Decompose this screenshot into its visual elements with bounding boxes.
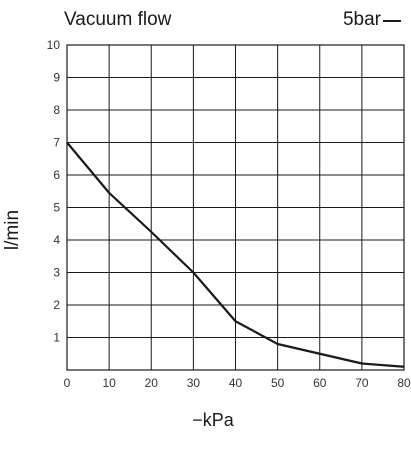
x-tick-label: 20 <box>145 376 159 390</box>
legend-entry-label: 5bar <box>342 9 381 30</box>
legend-line-swatch <box>383 19 401 22</box>
x-tick-label: 40 <box>229 376 243 390</box>
y-tick-label: 5 <box>53 201 60 215</box>
x-tick-label: 10 <box>102 376 116 390</box>
y-tick-label: 9 <box>53 71 60 85</box>
y-tick-label: 6 <box>53 168 60 182</box>
y-tick-label: 7 <box>53 136 60 150</box>
x-tick-label: 30 <box>187 376 201 390</box>
y-tick-label: 3 <box>53 266 60 280</box>
x-tick-label: 0 <box>64 376 71 390</box>
y-tick-label: 8 <box>53 103 60 117</box>
x-tick-label: 70 <box>355 376 369 390</box>
y-tick-label: 2 <box>53 298 60 312</box>
y-tick-label: 10 <box>47 38 61 52</box>
x-tick-label: 60 <box>313 376 327 390</box>
chart-grid <box>66 44 405 371</box>
y-tick-label: 1 <box>53 331 60 345</box>
chart-title: Vacuum flow <box>64 9 172 30</box>
chart-series <box>66 141 405 368</box>
x-tick-label: 80 <box>397 376 411 390</box>
chart-legend: 5bar <box>343 9 401 31</box>
x-axis-label: −kPa <box>192 410 234 430</box>
y-tick-label: 4 <box>53 233 60 247</box>
x-tick-label: 50 <box>271 376 285 390</box>
series-line-5bar <box>66 141 405 368</box>
axis-ticks: 0 10 20 30 40 50 60 70 80 1 2 3 4 5 6 7 8 9 10 <box>47 38 411 390</box>
